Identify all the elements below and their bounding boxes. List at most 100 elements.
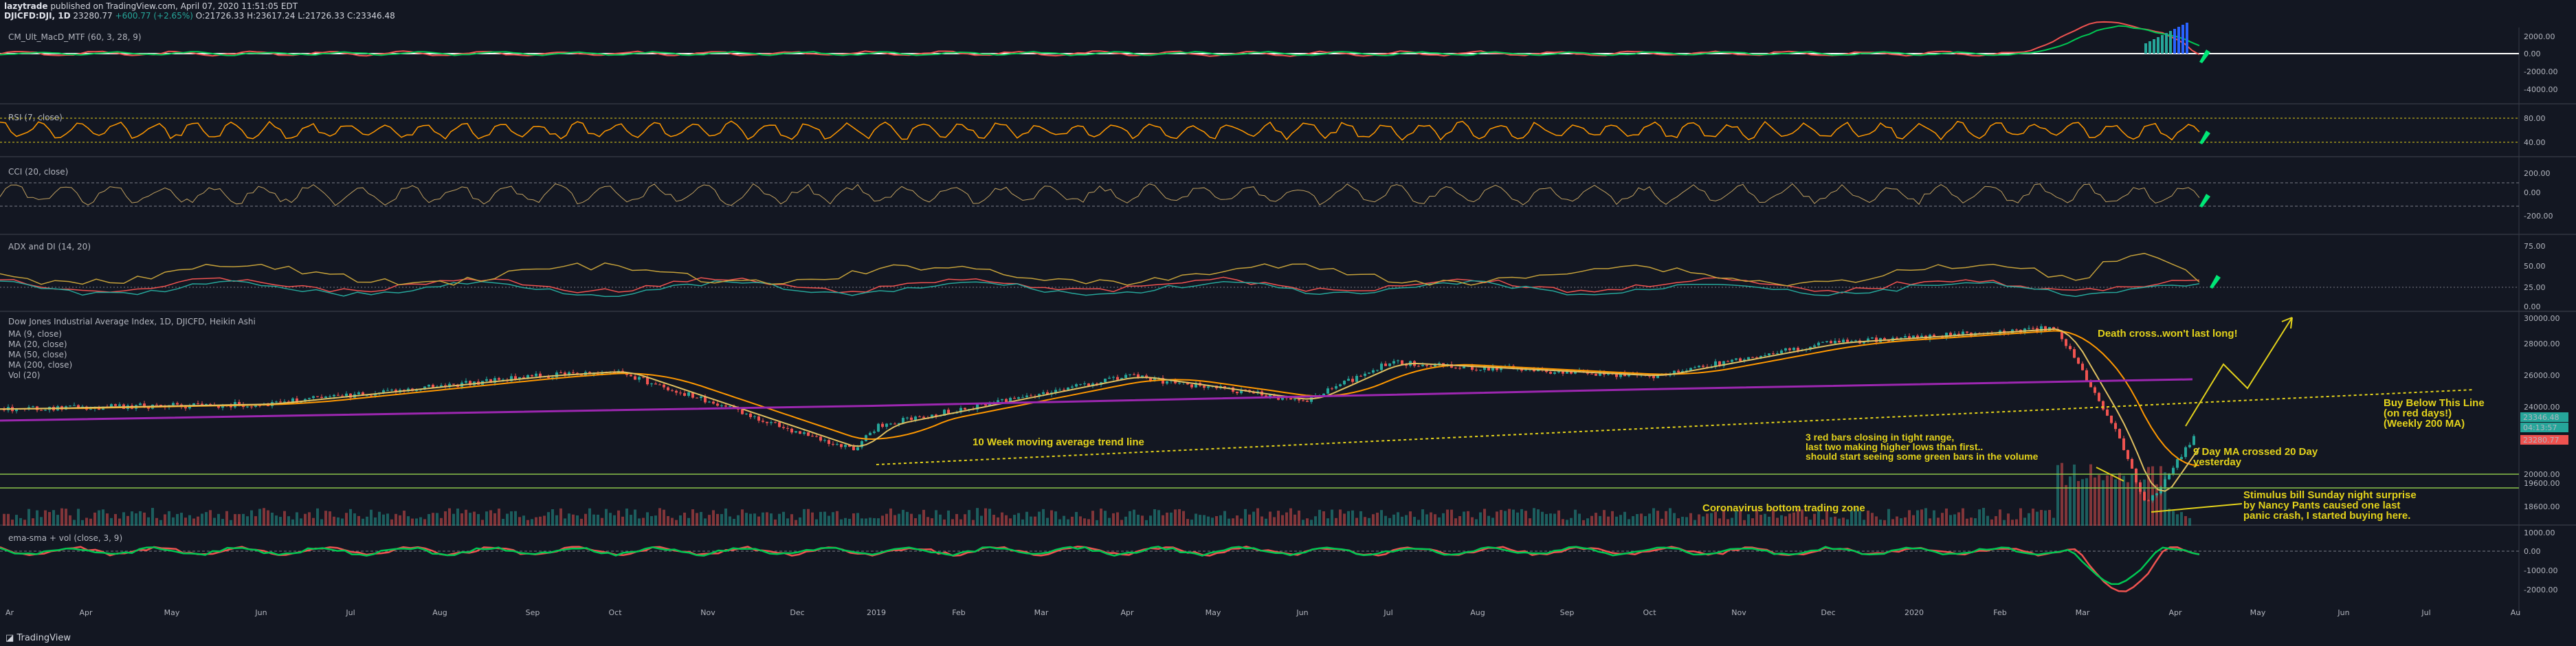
volume-bar bbox=[2184, 516, 2187, 526]
volume-bar bbox=[1359, 511, 1362, 526]
volume-bar bbox=[691, 509, 694, 526]
volume-bar bbox=[382, 514, 385, 526]
macd-histogram-bar bbox=[2169, 31, 2172, 54]
candle-body bbox=[114, 404, 117, 406]
volume-bar bbox=[588, 508, 591, 526]
volume-bar bbox=[1656, 511, 1659, 526]
volume-bar bbox=[2061, 463, 2063, 526]
volume-bar bbox=[819, 511, 822, 526]
volume-bar bbox=[2015, 519, 2018, 526]
candle-body bbox=[856, 447, 859, 451]
candle-body bbox=[73, 405, 76, 406]
volume-bar bbox=[749, 513, 752, 526]
volume-bar bbox=[1953, 514, 1956, 526]
volume-bar bbox=[1331, 509, 1333, 526]
candle-body bbox=[1347, 379, 1350, 381]
candle-body bbox=[683, 393, 686, 396]
volume-bar bbox=[1207, 516, 1210, 526]
x-axis-label: Ar bbox=[5, 608, 14, 617]
volume-bar bbox=[790, 514, 793, 526]
x-axis-label: Oct bbox=[608, 608, 622, 617]
volume-bar bbox=[378, 511, 381, 526]
volume-bar bbox=[696, 513, 698, 526]
candle-body bbox=[246, 406, 249, 408]
volume-bar bbox=[1974, 518, 1977, 526]
volume-bar bbox=[1813, 513, 1816, 526]
candle-body bbox=[679, 392, 682, 394]
volume-bar bbox=[1046, 517, 1049, 526]
volume-bar bbox=[1425, 514, 1428, 526]
rocket-icon bbox=[2199, 194, 2210, 208]
main-axis-tick: 20000.00 bbox=[2524, 470, 2560, 479]
candle-body bbox=[1850, 341, 1853, 342]
candle-body bbox=[658, 384, 661, 386]
volume-bar bbox=[275, 515, 278, 526]
candle-body bbox=[906, 417, 909, 419]
candle-body bbox=[1104, 379, 1107, 383]
volume-bar bbox=[267, 510, 269, 526]
candle-body bbox=[770, 422, 773, 423]
candle-body bbox=[2164, 479, 2166, 487]
candle-body bbox=[1335, 386, 1337, 389]
volume-bar bbox=[1104, 511, 1107, 526]
volume-bar bbox=[1566, 520, 1568, 526]
volume-bar bbox=[1726, 519, 1729, 526]
candle-body bbox=[1289, 398, 1292, 400]
volume-bar bbox=[869, 517, 871, 526]
candle-body bbox=[98, 408, 100, 410]
volume-bar bbox=[205, 512, 208, 526]
candle-body bbox=[889, 423, 892, 425]
volume-bar bbox=[180, 513, 183, 526]
volume-bar bbox=[514, 511, 517, 526]
volume-bar bbox=[1854, 508, 1857, 526]
candle-body bbox=[2015, 329, 2018, 331]
candle-body bbox=[201, 403, 203, 405]
candle-body bbox=[914, 416, 917, 420]
volume-bar bbox=[1615, 516, 1618, 526]
ma-20-line bbox=[0, 328, 2200, 492]
volume-bar bbox=[2172, 511, 2175, 526]
candle-body bbox=[918, 416, 921, 418]
candle-body bbox=[1834, 340, 1836, 344]
candle-body bbox=[2065, 339, 2067, 346]
volume-bar bbox=[564, 518, 566, 526]
volume-bar bbox=[1211, 517, 1214, 526]
volume-bar bbox=[1562, 519, 1564, 526]
volume-bar bbox=[98, 510, 100, 526]
candle-body bbox=[1673, 370, 1676, 375]
volume-bar bbox=[737, 515, 740, 526]
volume-bar bbox=[951, 519, 954, 526]
candle-body bbox=[2077, 357, 2080, 364]
volume-bar bbox=[1112, 513, 1115, 526]
candle-body bbox=[630, 375, 632, 377]
x-axis-label: Dec bbox=[1821, 608, 1835, 617]
volume-bar bbox=[1475, 519, 1478, 526]
candle-body bbox=[1038, 394, 1041, 397]
volume-bar bbox=[1776, 517, 1779, 526]
candle-body bbox=[865, 435, 867, 441]
volume-bar bbox=[1846, 519, 1849, 526]
candle-body bbox=[395, 390, 397, 392]
volume-bar bbox=[2040, 510, 2043, 526]
volume-bar bbox=[708, 515, 711, 526]
macd-axis-tick: 2000.00 bbox=[2524, 32, 2555, 41]
candle-body bbox=[15, 408, 18, 412]
candle-body bbox=[1830, 341, 1832, 344]
volume-bar bbox=[308, 512, 311, 526]
candle-body bbox=[1067, 388, 1069, 390]
volume-bar bbox=[1293, 514, 1296, 526]
macd-histogram-bar bbox=[2173, 29, 2176, 54]
volume-bar bbox=[1087, 519, 1090, 526]
candle-body bbox=[89, 408, 92, 410]
volume-bar bbox=[1759, 515, 1762, 526]
candle-body bbox=[1933, 335, 1935, 337]
candle-body bbox=[192, 403, 195, 406]
volume-bar bbox=[1063, 515, 1065, 526]
volume-bar bbox=[992, 515, 995, 526]
x-axis-label: Dec bbox=[790, 608, 804, 617]
volume-bar bbox=[568, 513, 570, 526]
candle-body bbox=[1372, 370, 1375, 373]
candle-body bbox=[1025, 395, 1028, 397]
volume-bar bbox=[1421, 509, 1424, 526]
